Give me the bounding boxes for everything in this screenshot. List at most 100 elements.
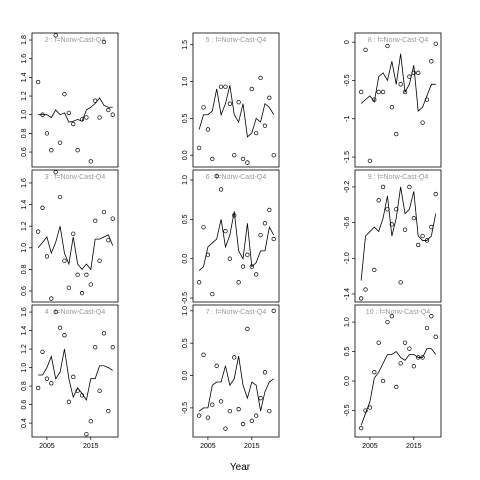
data-point (363, 287, 368, 292)
panel: 8 : f=Norw-Cast-Q4 -1.5 -1 -0.5 0 (344, 32, 442, 168)
data-point (75, 148, 80, 153)
y-tick-label: -0.6 (344, 216, 351, 228)
data-point (376, 198, 381, 203)
data-point (240, 264, 246, 269)
panel-title: 2 : f=Norw-Cast-Q4 (45, 37, 106, 44)
data-point (62, 258, 67, 263)
y-tick-label: 0.6 (21, 147, 28, 157)
data-point (254, 130, 259, 136)
data-point (433, 41, 438, 46)
data-point (394, 384, 399, 390)
data-point (389, 314, 395, 319)
plot-area (358, 41, 438, 164)
y-tick-label: -0.2 (344, 181, 351, 193)
y-tick-label: -0.5 (344, 74, 351, 86)
x-tick-label: 2015 (244, 443, 260, 450)
y-tick-label: 0.5 (182, 214, 189, 224)
data-point (40, 205, 45, 210)
panel-frame (31, 169, 119, 303)
data-point (210, 402, 215, 407)
data-point (236, 407, 241, 412)
data-point (79, 290, 85, 296)
data-point (262, 370, 268, 375)
fit-line (360, 348, 437, 426)
data-point (35, 79, 41, 85)
plot-area (35, 33, 115, 164)
data-point (205, 127, 211, 132)
panel-frame (354, 169, 442, 303)
panel: 6 : f=Norw-Cast-Q4 -0.5 0.0 0.5 1.0 (182, 169, 280, 304)
data-point (210, 291, 215, 297)
panel-title: 5 : f=Norw-Cast-Q4 (206, 37, 267, 44)
y-tick-label: 0.8 (21, 128, 28, 138)
y-tick-label: 1.6 (21, 54, 28, 64)
data-point (223, 426, 228, 431)
plot-area (35, 170, 115, 301)
data-point (433, 191, 438, 197)
y-tick-label: 0.8 (21, 381, 28, 391)
data-point (380, 184, 386, 190)
data-point (49, 148, 54, 153)
data-point (245, 160, 250, 165)
data-point (97, 258, 102, 263)
fit-line (360, 53, 436, 112)
data-point (245, 252, 250, 257)
data-point (394, 207, 399, 212)
data-point (66, 110, 72, 115)
panel: 2 : f=Norw-Cast-Q4 0.6 0.8 1.0 1.2 1.4 1.6 1.8 (21, 32, 119, 168)
y-tick-label: 0.8 (21, 264, 28, 274)
data-point (227, 101, 233, 106)
data-point (201, 225, 206, 230)
panel: 3 : f=Norw-Cast-Q4 0.6 0.8 1.0 1.2 1.4 1.6 (21, 169, 119, 303)
data-point (402, 340, 408, 345)
data-point (110, 345, 115, 350)
x-tick-label: 2005 (200, 443, 216, 450)
y-tick-label: 0.0 (182, 254, 189, 264)
y-tick-label: 0.0 (182, 150, 189, 160)
y-tick-label: 0.5 (182, 113, 189, 123)
data-point (53, 33, 58, 38)
panel: 4 : f=Norw-Cast-Q4 0.4 0.6 0.8 1.0 1.2 1.4 1.6 2… (21, 304, 119, 450)
data-point (227, 408, 233, 414)
data-point (57, 325, 63, 330)
data-point (411, 364, 416, 369)
panel: 10 : f=Norw-Cast-Q4 -0.5 0.0 0.5 1.0 2005 2015 (344, 304, 442, 450)
panel-title: 3 : f=Norw-Cast-Q4 (45, 174, 106, 181)
data-point (101, 209, 107, 215)
data-point (398, 82, 403, 87)
data-point (71, 374, 76, 379)
data-point (53, 309, 58, 315)
panel-title: 7 : f=Norw-Cast-Q4 (206, 309, 267, 316)
data-point (407, 184, 412, 190)
y-tick-label: 0.6 (21, 400, 28, 410)
data-point (420, 120, 425, 125)
data-point (196, 280, 202, 285)
data-point (372, 370, 377, 375)
y-tick-label: 1.0 (182, 175, 189, 185)
data-point (35, 229, 41, 234)
y-tick-label: 0.5 (182, 338, 189, 348)
data-point (88, 159, 93, 164)
fit-line (38, 348, 113, 401)
data-point (218, 84, 224, 89)
data-point (84, 432, 89, 437)
data-point (66, 399, 72, 404)
data-point (44, 376, 50, 381)
y-tick-label: 1.0 (21, 243, 28, 253)
data-point (245, 326, 250, 332)
data-point (380, 378, 386, 384)
plot-area (358, 184, 438, 301)
data-point (267, 95, 272, 100)
y-tick-label: 1.0 (21, 110, 28, 120)
data-point (40, 349, 45, 354)
fit-line (198, 211, 275, 271)
panel-frame (31, 32, 119, 168)
data-point (62, 92, 67, 97)
data-point (376, 340, 381, 345)
y-tick-label: 1.4 (21, 326, 28, 336)
data-point (424, 325, 430, 331)
data-point (376, 89, 381, 95)
panel-frame (354, 32, 442, 168)
data-point (71, 121, 76, 127)
y-tick-label: -0.5 (182, 292, 189, 304)
